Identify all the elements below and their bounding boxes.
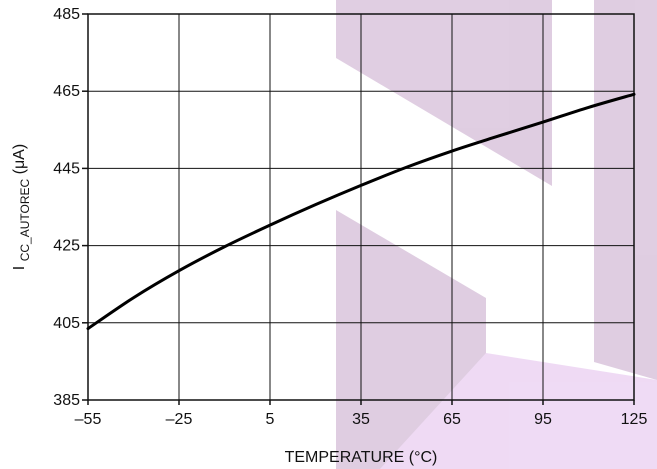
watermark-shape-bottom — [380, 353, 657, 469]
y-tick-label: 445 — [53, 160, 80, 177]
series-layer — [86, 92, 636, 331]
y-tick-label: 465 — [53, 83, 80, 100]
x-tick-label: 35 — [352, 411, 370, 428]
series-line-0 — [86, 92, 636, 331]
y-axis-title-main: I — [11, 266, 28, 270]
x-tick-label: 65 — [443, 411, 461, 428]
watermark-logo — [336, 0, 657, 469]
x-tick-label: –55 — [75, 411, 102, 428]
y-tick-label: 425 — [53, 238, 80, 255]
y-axis-title-subscript: CC_AUTOREC — [18, 178, 32, 261]
x-tick-label: 125 — [621, 411, 648, 428]
watermark-shape-right — [594, 0, 657, 380]
y-tick-label: 485 — [53, 6, 80, 23]
gridlines — [87, 13, 635, 401]
y-axis-title: I CC_AUTOREC (μA) — [11, 144, 32, 270]
tick-marks — [82, 13, 635, 405]
x-tick-label: –25 — [166, 411, 193, 428]
x-tick-label: 5 — [266, 411, 275, 428]
x-tick-label: 95 — [534, 411, 552, 428]
watermark-shape-top — [336, 0, 552, 186]
watermark-shape-middle — [336, 210, 486, 469]
y-axis-title-unit: (μA) — [11, 144, 28, 175]
y-tick-label: 385 — [53, 392, 80, 409]
y-tick-label: 405 — [53, 315, 80, 332]
x-tick-labels: –55 –25 5 35 65 95 125 — [75, 411, 648, 428]
x-axis-title: TEMPERATURE (°C) — [285, 449, 438, 466]
y-tick-labels: 385 405 425 445 465 485 — [53, 6, 80, 409]
